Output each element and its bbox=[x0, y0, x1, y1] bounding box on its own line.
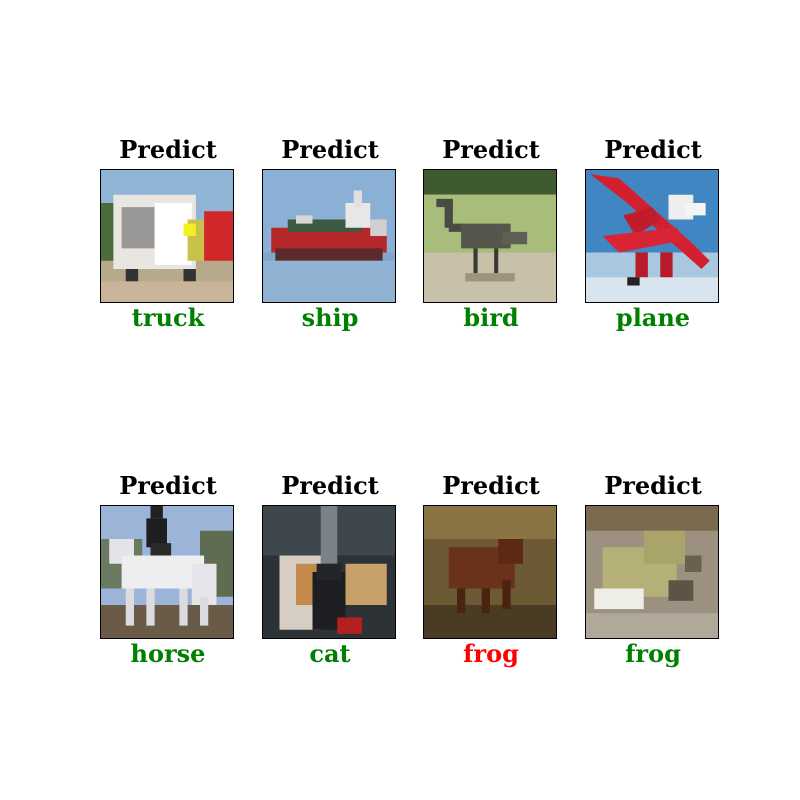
predicted-label: frog bbox=[625, 639, 681, 668]
panel-title: Predict bbox=[604, 471, 702, 500]
panel-title: Predict bbox=[119, 471, 217, 500]
truck-image bbox=[100, 169, 234, 303]
predicted-label: horse bbox=[130, 639, 206, 668]
horse-image bbox=[100, 505, 234, 639]
bird-image bbox=[423, 169, 557, 303]
predicted-label: cat bbox=[309, 639, 351, 668]
predicted-label: truck bbox=[131, 303, 205, 332]
predicted-label: bird bbox=[463, 303, 519, 332]
panel-title: Predict bbox=[281, 471, 379, 500]
frog-image bbox=[423, 505, 557, 639]
panel-title: Predict bbox=[281, 135, 379, 164]
panel-title: Predict bbox=[442, 135, 540, 164]
plane-image bbox=[585, 169, 719, 303]
predicted-label: plane bbox=[615, 303, 691, 332]
panel-title: Predict bbox=[119, 135, 217, 164]
frog-image bbox=[585, 505, 719, 639]
ship-image bbox=[262, 169, 396, 303]
predicted-label: frog bbox=[463, 639, 519, 668]
cat-image bbox=[262, 505, 396, 639]
panel-title: Predict bbox=[442, 471, 540, 500]
panel-title: Predict bbox=[604, 135, 702, 164]
predicted-label: ship bbox=[301, 303, 359, 332]
